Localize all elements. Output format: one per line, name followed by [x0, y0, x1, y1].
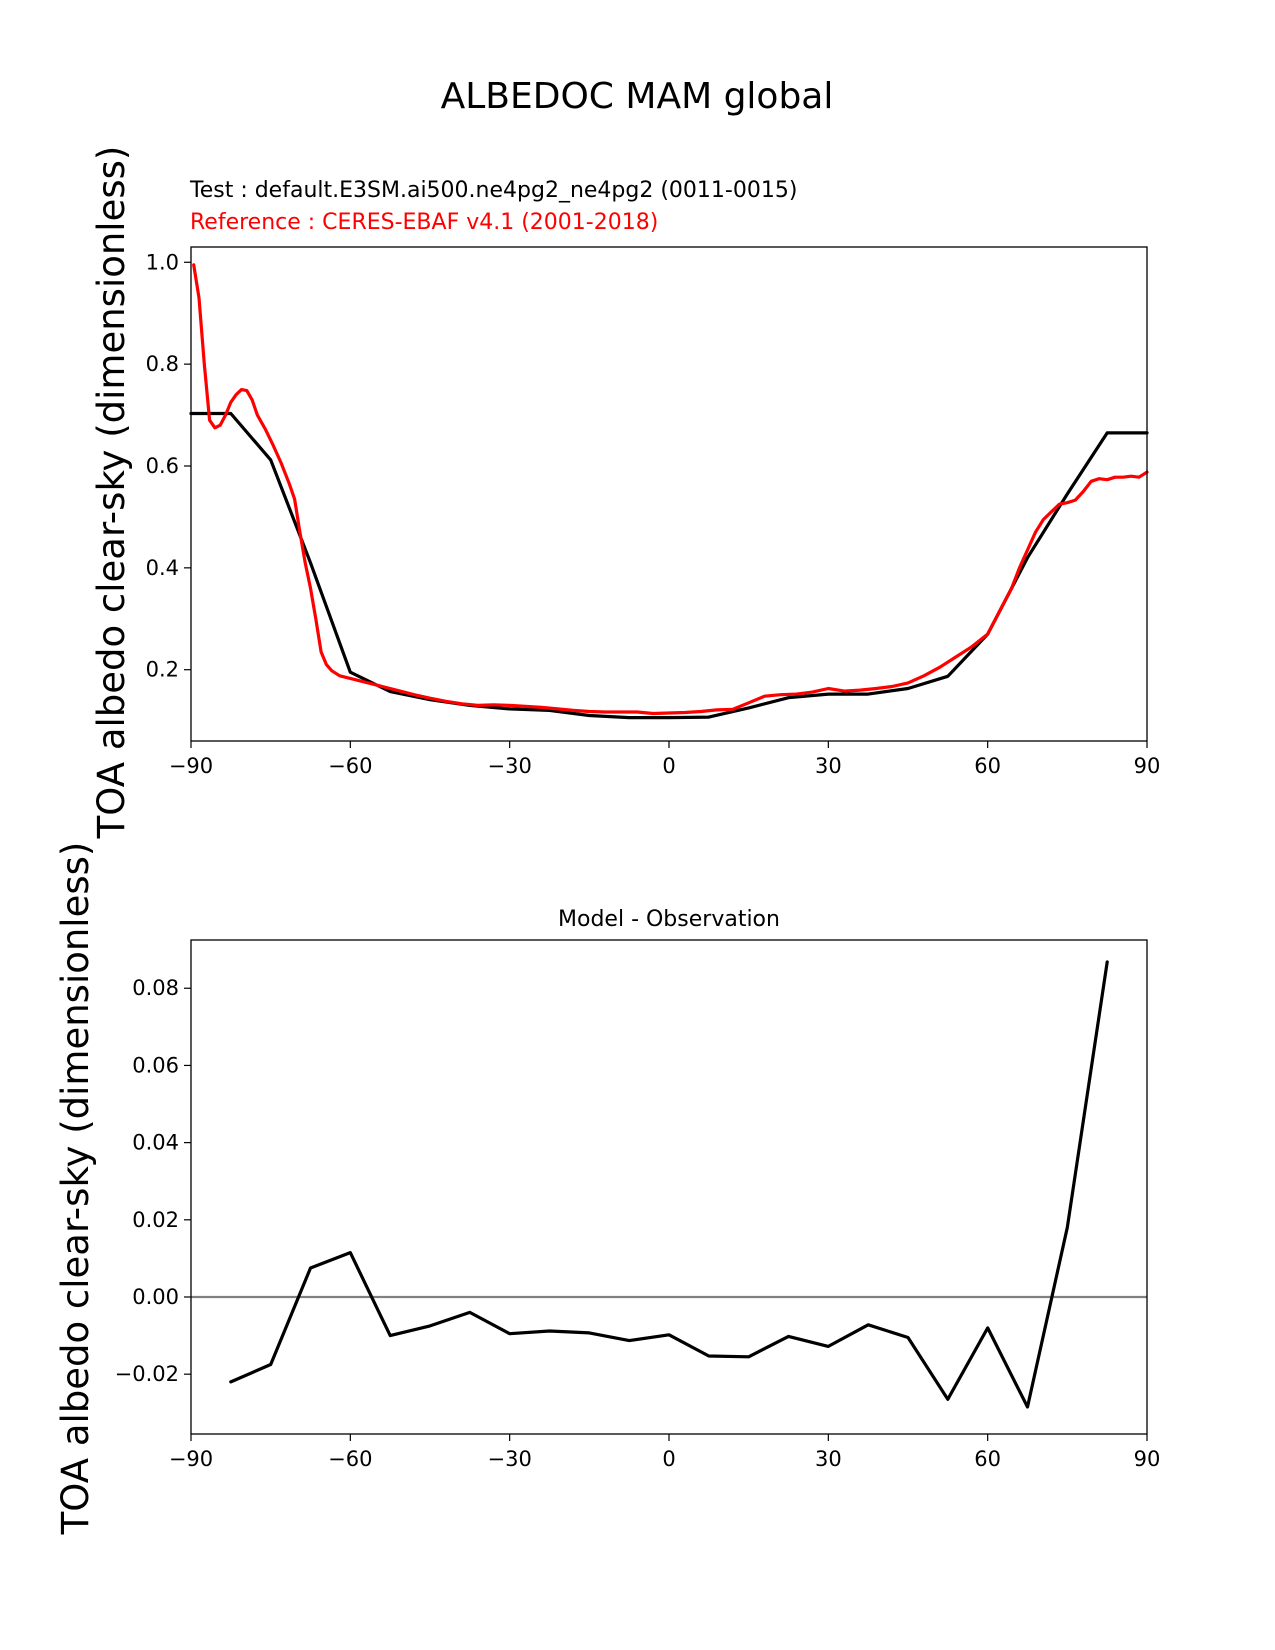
y-tick-label: 0.2 [146, 658, 179, 682]
x-tick-label: −90 [169, 1447, 213, 1471]
x-tick-label: 60 [974, 754, 1001, 778]
top-y-axis-label: TOA albedo clear-sky (dimensionless) [90, 146, 133, 840]
reference-label: Reference : CERES-EBAF v4.1 (2001-2018) [190, 210, 658, 235]
y-tick-label: 0.00 [132, 1285, 179, 1309]
x-tick-label: 60 [974, 1447, 1001, 1471]
y-tick-label: 0.8 [146, 352, 179, 376]
y-tick-label: 0.02 [132, 1208, 179, 1232]
x-tick-label: 90 [1134, 754, 1161, 778]
x-tick-label: 90 [1134, 1447, 1161, 1471]
difference-title: Model - Observation [558, 907, 780, 932]
x-tick-label: −90 [169, 754, 213, 778]
y-tick-label: 0.4 [146, 556, 179, 580]
x-tick-label: −30 [488, 754, 532, 778]
bottom-plot-lines [191, 960, 1147, 1409]
bottom-plot-frame [190, 939, 1148, 1435]
y-tick-label: 0.08 [132, 976, 179, 1000]
x-tick-label: −60 [328, 1447, 372, 1471]
y-tick-label: −0.02 [115, 1362, 179, 1386]
diff-series-line [229, 960, 1109, 1409]
x-tick-label: 30 [815, 1447, 842, 1471]
y-tick-label: 0.04 [132, 1131, 179, 1155]
figure-title: ALBEDOC MAM global [441, 76, 834, 117]
bottom-y-axis-label: TOA albedo clear-sky (dimensionless) [54, 842, 97, 1536]
test-label: Test : default.E3SM.ai500.ne4pg2_ne4pg2 … [189, 178, 797, 203]
x-tick-label: −60 [328, 754, 372, 778]
top-axis-ticks: −90 −60 −30 0 30 60 90 0.2 0.4 0.6 0.8 1.0 [146, 250, 1161, 778]
bottom-axis-ticks: −90 −60 −30 0 30 60 90 −0.02 0.00 0.02 0.04 0.06 0.0… [115, 976, 1161, 1471]
x-tick-label: −30 [488, 1447, 532, 1471]
bottom-panel: Model - Observation TOA albedo clear-sky… [54, 842, 1160, 1536]
y-tick-label: 1.0 [146, 250, 179, 274]
x-tick-label: 30 [815, 754, 842, 778]
y-tick-label: 0.6 [146, 454, 179, 478]
x-tick-label: 0 [662, 1447, 675, 1471]
y-tick-label: 0.06 [132, 1053, 179, 1077]
top-plot-lines [189, 263, 1149, 720]
top-plot-frame [190, 246, 1148, 742]
top-panel: Test : default.E3SM.ai500.ne4pg2_ne4pg2 … [90, 146, 1160, 840]
x-tick-label: 0 [662, 754, 675, 778]
reference-series-line [192, 263, 1149, 716]
